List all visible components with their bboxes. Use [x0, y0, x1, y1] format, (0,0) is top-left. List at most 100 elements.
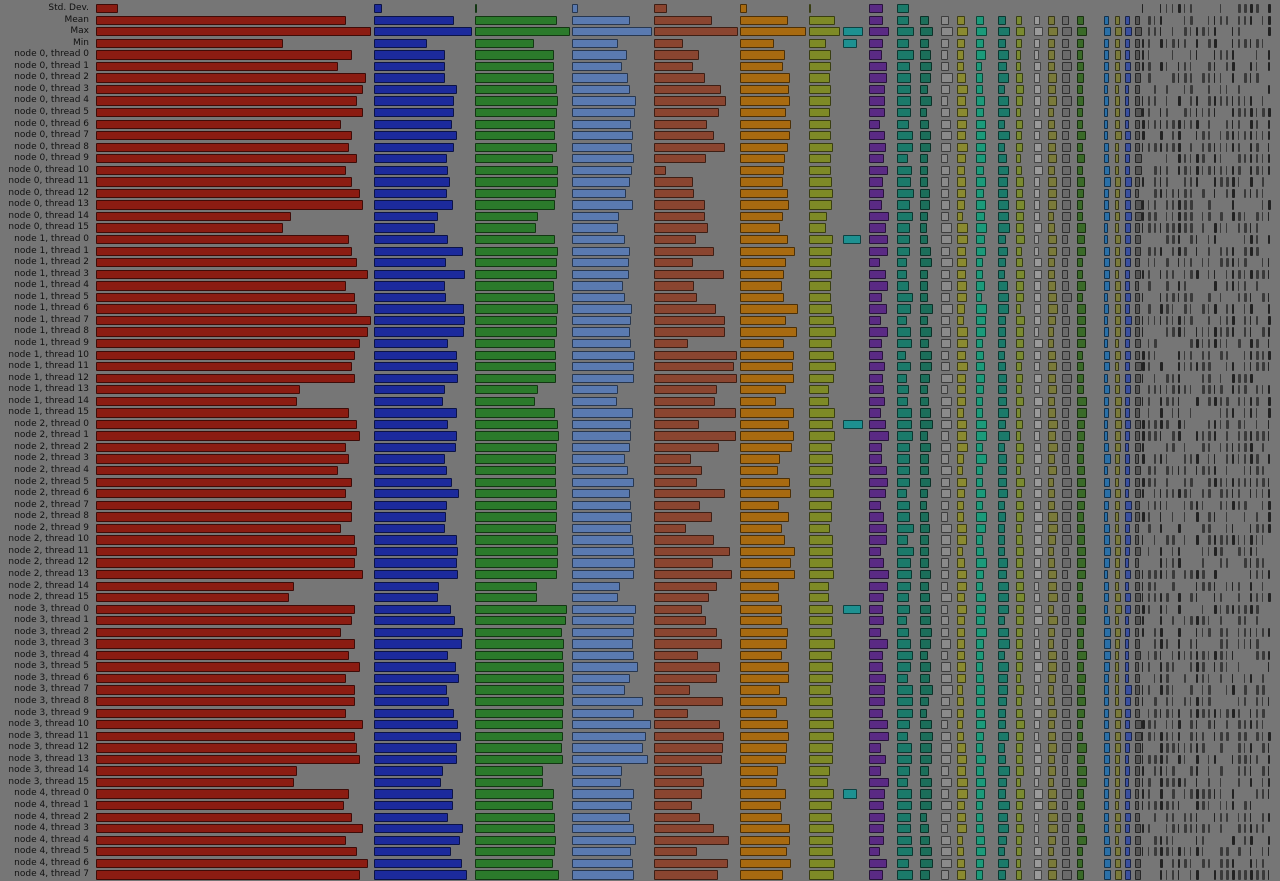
- bar-series-7: [809, 373, 835, 383]
- bar-sliver: [1196, 824, 1197, 834]
- bar-sliver: [1256, 338, 1259, 349]
- bar-thin-column-6: [957, 188, 966, 199]
- bar-series-7: [809, 442, 833, 453]
- bar-sliver: [1256, 697, 1258, 707]
- bar-sliver: [1250, 327, 1251, 337]
- bar-thin-column-8: [998, 685, 1009, 695]
- bar-sliver: [1142, 512, 1145, 522]
- bar-sliver: [1142, 292, 1143, 303]
- bar-series-7: [809, 523, 831, 534]
- bar-sliver: [1166, 61, 1167, 72]
- bar-thin-column-8: [998, 731, 1009, 741]
- bar-thin-column-14: [1104, 731, 1110, 741]
- bar-series-7: [809, 697, 834, 707]
- bar-sliver: [1202, 858, 1205, 869]
- bar-thin-column-10: [1034, 569, 1042, 580]
- bar-thin-column-15: [1115, 165, 1119, 176]
- bar-sliver: [1268, 327, 1270, 337]
- bar-thin-column-11: [1048, 454, 1056, 464]
- bar-series-3: [475, 766, 544, 776]
- bar-series-1: [96, 477, 352, 487]
- row-label: node 0, thread 13: [8, 199, 89, 210]
- bar-sliver: [1214, 870, 1216, 880]
- bar-sliver: [1172, 327, 1175, 337]
- bar-thin-column-3: [897, 50, 914, 60]
- bar-thin-column-14: [1104, 477, 1110, 487]
- bar-sliver: [1148, 50, 1149, 60]
- bar-thin-column-8: [998, 431, 1010, 441]
- bar-sliver: [1238, 489, 1240, 499]
- bar-thin-column-8: [998, 269, 1005, 279]
- bar-sliver: [1220, 154, 1221, 164]
- bar-series-3: [475, 15, 557, 25]
- bar-sliver: [1160, 38, 1163, 48]
- bar-series-3: [475, 743, 563, 753]
- bar-sliver: [1166, 673, 1169, 684]
- bar-sliver: [1268, 131, 1270, 141]
- bar-series-2: [374, 777, 441, 788]
- bar-sliver: [1166, 766, 1167, 776]
- bar-thin-column-6: [957, 581, 968, 591]
- bar-sliver: [1160, 789, 1163, 799]
- bar-thin-column-9: [1016, 824, 1024, 834]
- bar-thin-column-11: [1048, 500, 1055, 510]
- bar-sliver: [1220, 535, 1223, 545]
- bar-sliver: [1208, 546, 1209, 557]
- bar-thin-column-6: [957, 96, 967, 106]
- bar-sliver: [1178, 154, 1181, 164]
- bar-thin-column-14: [1104, 558, 1110, 568]
- bar-sliver: [1214, 269, 1215, 279]
- bar-thin-column-6: [957, 269, 967, 279]
- bar-sliver: [1208, 627, 1211, 638]
- bar-sliver: [1202, 73, 1205, 83]
- bar-sliver: [1226, 477, 1227, 487]
- bar-sliver: [1220, 385, 1223, 395]
- bar-thin-column-10: [1034, 107, 1041, 118]
- bar-thin-column-10: [1034, 258, 1042, 268]
- bar-thin-column-7: [976, 177, 987, 187]
- bar-sliver: [1178, 858, 1180, 869]
- bar-sliver: [1256, 50, 1257, 60]
- bar-series-4: [572, 535, 633, 545]
- bar-series-1: [96, 662, 360, 672]
- bar-series-5: [654, 454, 691, 464]
- bar-sliver: [1190, 223, 1193, 233]
- bar-series-5: [654, 96, 727, 106]
- bar-thin-column-8: [998, 246, 1009, 256]
- bar-thin-column-15: [1115, 754, 1120, 765]
- bar-sliver: [1238, 142, 1240, 152]
- bar-sliver: [1196, 338, 1199, 349]
- bar-thin-column-12: [1062, 870, 1072, 880]
- bar-thin-column-15: [1115, 627, 1121, 638]
- bar-thin-column-14: [1104, 73, 1109, 83]
- bar-sliver: [1190, 743, 1192, 753]
- bar-series-1: [96, 246, 352, 256]
- bar-sliver: [1184, 477, 1186, 487]
- bar-thin-column-12: [1062, 269, 1068, 279]
- bar-sliver: [1142, 350, 1145, 360]
- bar-thin-column-14: [1104, 662, 1111, 672]
- bar-sliver: [1214, 327, 1217, 337]
- bar-thin-column-16: [1125, 858, 1131, 869]
- bar-series-3: [475, 442, 557, 453]
- bar-sliver: [1268, 315, 1271, 326]
- bar-thin-column-17: [1135, 604, 1141, 614]
- row-label: node 3, thread 5: [14, 661, 89, 672]
- bar-series-2: [374, 731, 462, 741]
- bar-thin-column-5: [941, 50, 949, 60]
- bar-thin-column-10: [1034, 685, 1040, 695]
- bar-sliver: [1166, 188, 1167, 199]
- bar-sliver: [1154, 800, 1157, 811]
- bar-thin-column-2: [869, 766, 881, 776]
- bar-thin-column-11: [1048, 593, 1058, 603]
- bar-sliver: [1148, 708, 1149, 718]
- bar-thin-column-11: [1048, 858, 1057, 869]
- bar-thin-column-12: [1062, 362, 1072, 372]
- bar-series-7: [809, 338, 832, 349]
- bar-series-5: [654, 604, 702, 614]
- bar-sliver: [1142, 131, 1145, 141]
- bar-sliver: [1184, 616, 1185, 626]
- bar-thin-column-12: [1062, 523, 1071, 534]
- bar-thin-column-10: [1034, 523, 1043, 534]
- bar-thin-column-3: [897, 743, 913, 753]
